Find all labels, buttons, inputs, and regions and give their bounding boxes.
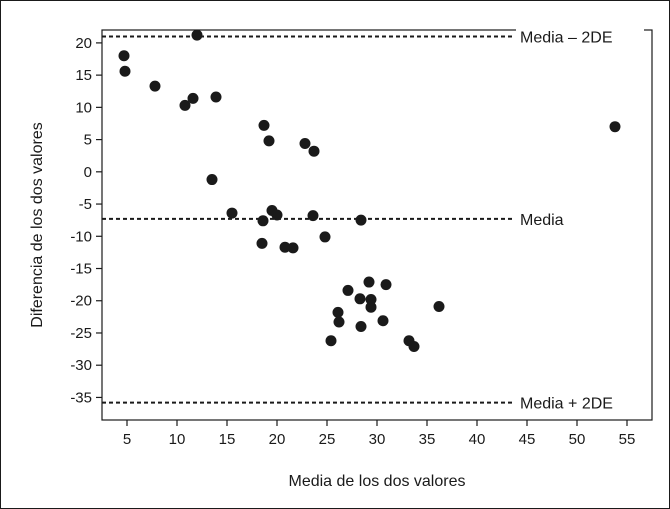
data-point	[377, 315, 389, 327]
y-tick-label: -25	[70, 325, 92, 342]
data-point	[256, 237, 268, 249]
data-point	[365, 301, 377, 313]
reference-label-bg	[516, 207, 644, 230]
y-tick-label: 5	[84, 132, 92, 149]
data-point	[307, 210, 319, 222]
data-point	[433, 301, 445, 313]
data-point	[299, 137, 311, 149]
data-point	[342, 284, 354, 296]
x-tick-label: 30	[369, 431, 386, 448]
data-point	[206, 174, 218, 186]
x-tick-label: 5	[123, 431, 131, 448]
axis-ticks: 5 10 15 20 25 30 35 40 45 50 5520151050-5-10-15-20…	[70, 35, 635, 448]
data-point	[279, 241, 291, 253]
data-point	[287, 242, 299, 254]
data-point	[365, 293, 377, 305]
data-point	[363, 276, 375, 288]
x-tick-label: 25	[319, 431, 336, 448]
data-point	[319, 231, 331, 243]
x-tick-label: 50	[569, 431, 586, 448]
data-point	[187, 92, 199, 104]
data-points	[118, 29, 621, 353]
data-point	[258, 119, 270, 131]
y-tick-label: -5	[79, 196, 92, 213]
reference-label-bg	[516, 391, 644, 414]
y-tick-label: -15	[70, 261, 92, 278]
y-axis-label: Diferencia de los dos valores	[29, 122, 46, 327]
x-tick-label: 55	[619, 431, 636, 448]
data-point	[354, 293, 366, 305]
x-tick-label: 35	[419, 431, 436, 448]
reference-label-bg	[516, 25, 644, 48]
reference-line-label: Media – 2DE	[520, 29, 613, 46]
data-point	[609, 121, 621, 133]
data-point	[149, 80, 161, 92]
data-point	[210, 91, 222, 103]
data-point	[263, 135, 275, 147]
x-axis-label: Media de los dos valores	[289, 473, 466, 490]
y-tick-label: -30	[70, 357, 92, 374]
reference-lines: Media – 2DE Media Media + 2DE	[102, 25, 644, 414]
y-tick-label: 15	[75, 67, 92, 84]
y-tick-label: 0	[84, 164, 92, 181]
data-point	[226, 207, 238, 219]
data-point	[325, 335, 337, 347]
data-point	[308, 145, 320, 157]
reference-line-label: Media + 2DE	[520, 396, 613, 413]
x-tick-label: 15	[219, 431, 236, 448]
data-point	[191, 29, 203, 41]
x-tick-label: 45	[519, 431, 536, 448]
x-tick-label: 40	[469, 431, 486, 448]
y-tick-label: 20	[75, 35, 92, 52]
x-tick-label: 20	[269, 431, 286, 448]
data-point	[271, 209, 283, 221]
y-tick-label: -35	[70, 389, 92, 406]
data-point	[333, 316, 345, 328]
y-tick-label: -20	[70, 293, 92, 310]
y-tick-label: 10	[75, 99, 92, 116]
data-point	[355, 321, 367, 333]
data-point	[408, 341, 420, 353]
data-point	[332, 306, 344, 318]
x-tick-label: 10	[169, 431, 186, 448]
y-tick-label: -10	[70, 228, 92, 245]
data-point	[179, 99, 191, 111]
reference-line-label: Media	[520, 212, 564, 229]
data-point	[355, 214, 367, 226]
data-point	[119, 65, 131, 77]
data-point	[380, 279, 392, 291]
data-point	[118, 50, 130, 62]
data-point	[257, 215, 269, 227]
